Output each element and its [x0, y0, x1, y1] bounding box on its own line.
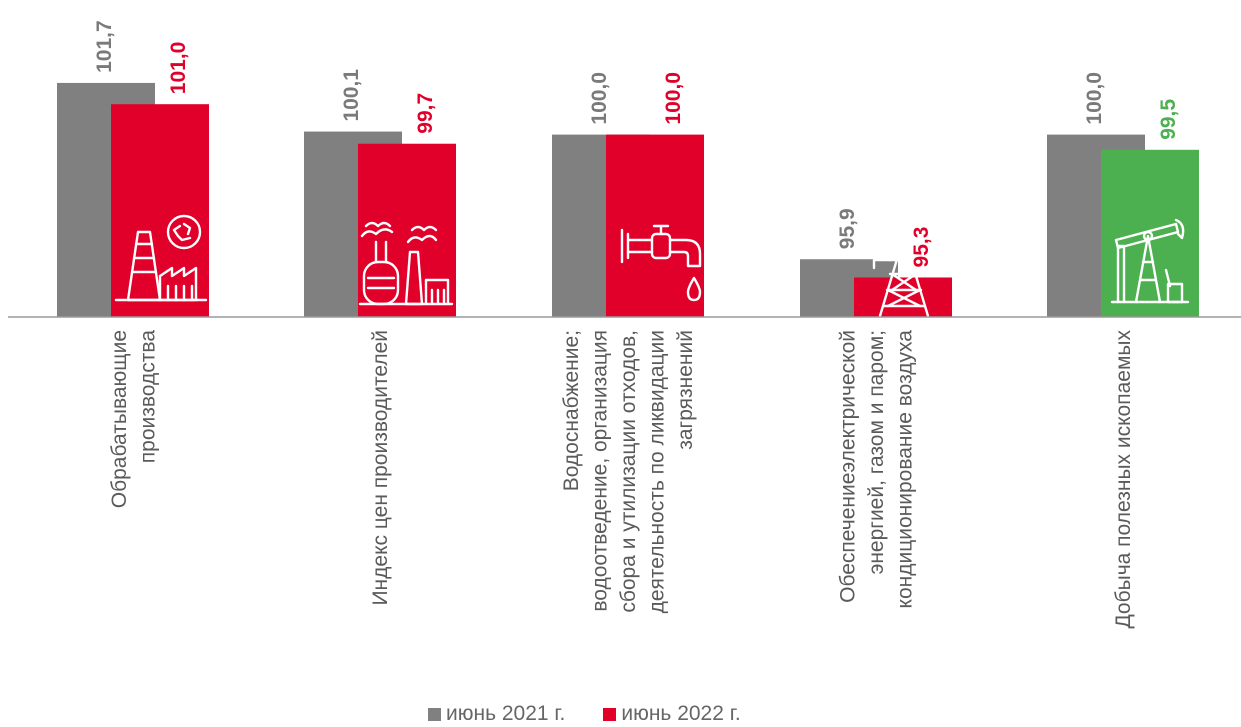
legend-swatch-2021	[428, 707, 441, 721]
value-label-2022-1: 99,7	[414, 93, 437, 134]
value-label-2022-0: 101,0	[167, 42, 190, 95]
legend-swatch-2022	[603, 707, 617, 721]
category-label-4: Добыча полезных ископаемых	[1112, 330, 1135, 629]
icons-layer	[114, 214, 1190, 318]
category-labels-layer: Обрабатывающие производства Индекс цен про…	[108, 330, 1135, 629]
category-label-0: Обрабатывающие производства	[108, 330, 160, 509]
legend-item-2021: июнь 2021 г.	[428, 702, 565, 726]
value-label-2021-0: 101,7	[93, 20, 116, 73]
power-pylon-icon	[862, 234, 946, 318]
category-label-line: Обеспечениеэлектрической	[837, 330, 860, 603]
category-label-3: Обеспечениеэлектрической энергией, газом …	[837, 330, 917, 609]
category-label-line: деятельность по ликвидации	[646, 330, 669, 613]
category-label-line: энергией, газом и паром;	[865, 330, 888, 574]
legend: июнь 2021 г. июнь 2022 г.	[428, 702, 779, 726]
bars-layer	[57, 82, 1199, 317]
value-label-2021-4: 100,0	[1083, 72, 1106, 125]
category-label-line: Индекс цен производителей	[369, 330, 392, 606]
category-label-line: Добыча полезных ископаемых	[1112, 330, 1135, 629]
value-label-2022-3: 95,3	[910, 227, 933, 268]
category-label-1: Индекс цен производителей	[369, 330, 392, 606]
category-label-line: сбора и утилизации отходов,	[617, 330, 640, 613]
category-label-2: Водоснабжение; водоотведение, организация…	[560, 330, 697, 613]
value-label-2021-3: 95,9	[836, 208, 859, 249]
category-label-line: производства	[136, 330, 159, 464]
category-label-line: Водоснабжение;	[560, 330, 583, 491]
oil-pump-icon	[1110, 218, 1190, 304]
value-labels-layer: 101,7 101,0 100,1 99,7 100,0 100,0 95,9 95,3 100…	[93, 20, 1180, 267]
industrial-plant-icon	[358, 221, 454, 306]
value-label-2022-4: 99,5	[1157, 99, 1180, 140]
legend-label-2021: июнь 2021 г.	[446, 702, 566, 725]
category-label-line: загрязнений	[674, 330, 697, 450]
water-tap-icon	[620, 224, 702, 302]
category-label-line: водоотведение, организация	[589, 330, 612, 612]
legend-label-2022: июнь 2022 г.	[621, 702, 741, 725]
legend-item-2022: июнь 2022 г.	[603, 702, 741, 726]
category-label-line: кондиционирование воздуха	[894, 330, 917, 609]
factory-recycle-icon	[114, 214, 208, 302]
value-label-2021-2: 100,0	[588, 72, 611, 125]
category-label-line: Обрабатывающие	[108, 330, 131, 508]
value-label-2022-2: 100,0	[662, 72, 685, 125]
value-label-2021-1: 100,1	[340, 69, 363, 122]
